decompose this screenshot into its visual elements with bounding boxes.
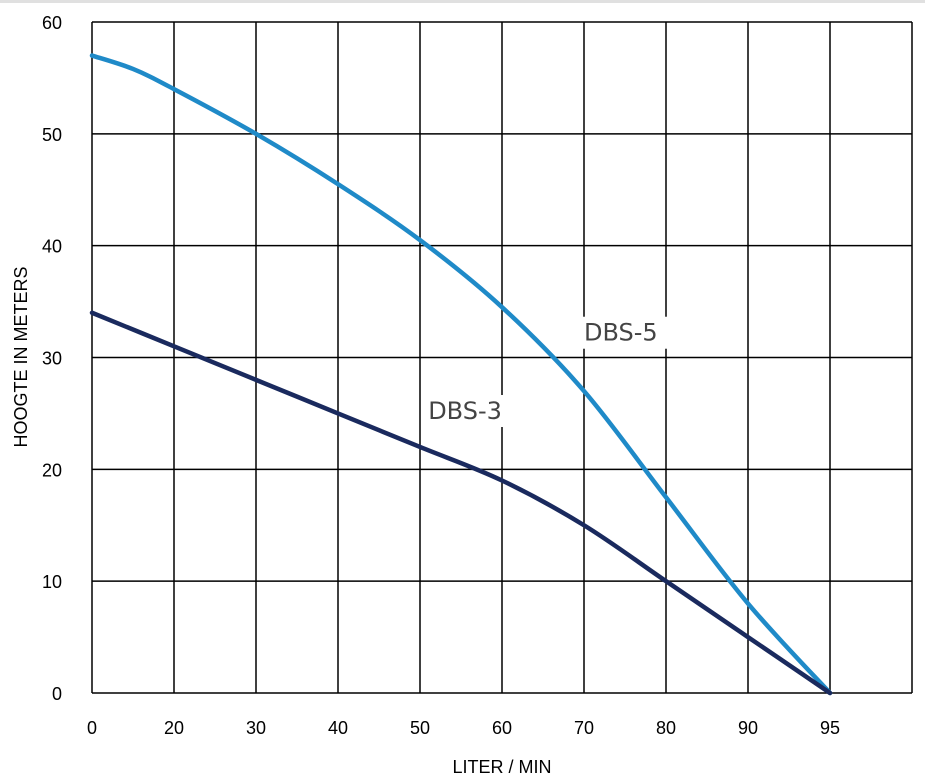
y-axis-label: HOOGTE IN METERS xyxy=(11,266,31,447)
y-tick-label: 50 xyxy=(42,125,62,145)
x-tick-label: 50 xyxy=(410,718,430,738)
x-tick-label: 40 xyxy=(328,718,348,738)
x-tick-label: 30 xyxy=(246,718,266,738)
series-lines xyxy=(89,53,833,696)
series-label-dbs-5: DBS-5 xyxy=(584,319,658,347)
x-tick-label: 20 xyxy=(164,718,184,738)
y-tick-labels: 0 10 20 30 40 50 60 xyxy=(42,13,62,704)
x-tick-label: 90 xyxy=(738,718,758,738)
y-tick-label: 0 xyxy=(52,684,62,704)
x-tick-label: 95 xyxy=(820,718,840,738)
x-axis-label: LITER / MIN xyxy=(452,757,551,777)
series-label-background xyxy=(580,316,677,349)
y-tick-label: 40 xyxy=(42,237,62,257)
series-line-dbs-3 xyxy=(89,310,833,696)
y-tick-label: 20 xyxy=(42,460,62,480)
top-border xyxy=(0,0,925,3)
y-tick-label: 30 xyxy=(42,349,62,369)
x-tick-labels: 0 20 30 40 50 60 70 80 90 95 xyxy=(87,718,840,738)
series-labels: DBS-5 DBS-3 xyxy=(424,316,677,428)
y-tick-label: 10 xyxy=(42,572,62,592)
x-tick-label: 70 xyxy=(574,718,594,738)
grid xyxy=(91,21,913,694)
y-tick-label: 60 xyxy=(42,13,62,33)
series-line-dbs-5 xyxy=(89,53,833,696)
series-label-dbs-3: DBS-3 xyxy=(428,397,502,425)
series-label-background xyxy=(424,395,522,428)
x-tick-label: 80 xyxy=(656,718,676,738)
x-tick-label: 0 xyxy=(87,718,97,738)
x-tick-label: 60 xyxy=(492,718,512,738)
